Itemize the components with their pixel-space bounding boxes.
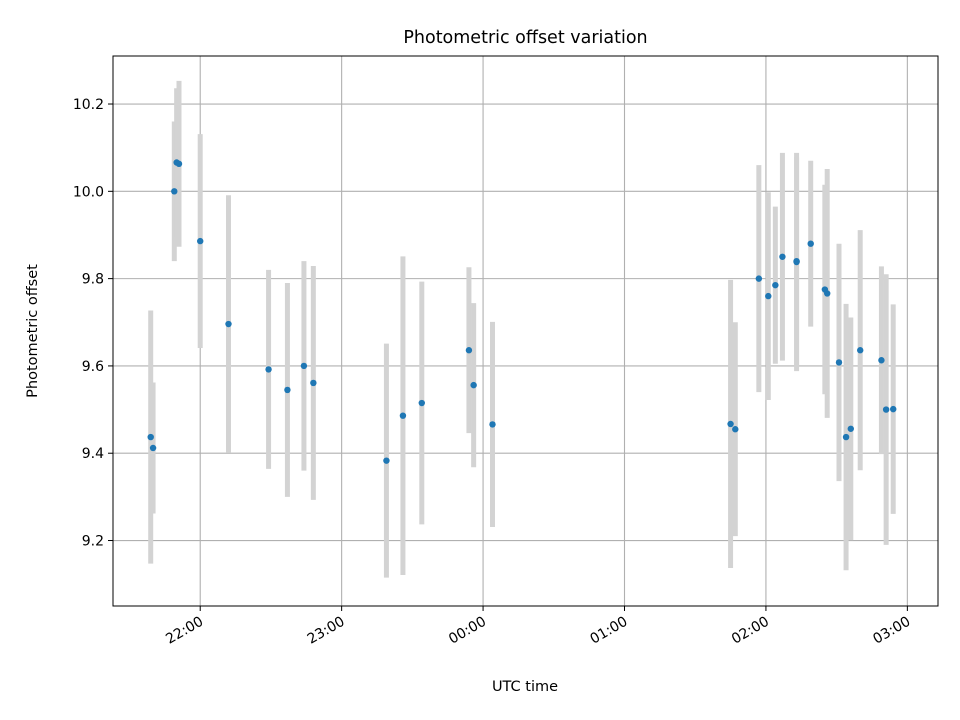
y-tick-label: 9.4	[82, 446, 104, 462]
data-point	[755, 275, 763, 282]
data-point	[878, 357, 885, 364]
data-point	[779, 253, 786, 260]
data-point	[732, 426, 739, 433]
x-axis-label: UTC time	[492, 679, 558, 695]
data-points	[147, 159, 897, 464]
y-tick-label: 9.2	[82, 534, 104, 550]
chart-title: Photometric offset variation	[403, 28, 647, 48]
data-point	[772, 281, 779, 289]
data-point	[465, 347, 473, 354]
data-point	[175, 160, 183, 168]
y-axis-label: Photometric offset	[25, 264, 41, 398]
data-point	[225, 320, 232, 328]
data-point	[310, 379, 317, 387]
data-point	[765, 292, 772, 300]
data-point	[383, 457, 390, 464]
data-point	[489, 421, 496, 428]
y-tick-label: 10.2	[73, 97, 104, 113]
data-point	[284, 386, 291, 394]
data-point	[793, 257, 800, 265]
y-tick-label: 9.6	[82, 359, 104, 375]
data-point	[147, 433, 154, 441]
y-tick-label: 10.0	[73, 184, 104, 200]
data-point	[842, 433, 850, 441]
data-point	[399, 412, 407, 419]
plot-area-frame	[112, 55, 939, 607]
data-point	[824, 290, 831, 297]
data-point	[171, 188, 178, 195]
data-point	[857, 347, 864, 354]
data-point	[882, 406, 890, 413]
data-point	[807, 240, 814, 247]
data-point	[727, 420, 734, 428]
data-point	[835, 359, 843, 366]
data-point	[890, 405, 897, 413]
data-point	[149, 444, 157, 452]
data-point	[847, 425, 854, 432]
data-point	[470, 381, 477, 389]
data-point	[197, 237, 204, 245]
data-point	[300, 362, 308, 370]
data-point	[265, 366, 272, 373]
y-tick-label: 9.8	[82, 272, 104, 288]
data-point	[418, 399, 425, 407]
